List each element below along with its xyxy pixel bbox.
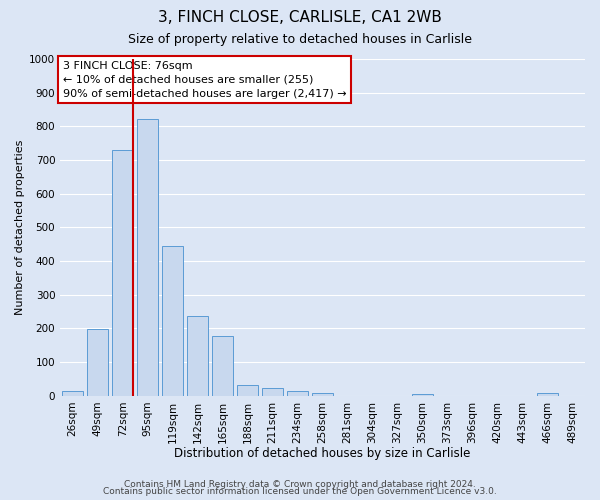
Text: Contains public sector information licensed under the Open Government Licence v3: Contains public sector information licen… <box>103 487 497 496</box>
Text: Contains HM Land Registry data © Crown copyright and database right 2024.: Contains HM Land Registry data © Crown c… <box>124 480 476 489</box>
Bar <box>87 330 108 396</box>
Bar <box>112 150 133 396</box>
Text: 3, FINCH CLOSE, CARLISLE, CA1 2WB: 3, FINCH CLOSE, CARLISLE, CA1 2WB <box>158 10 442 25</box>
Bar <box>137 119 158 396</box>
Bar <box>412 394 433 396</box>
Bar <box>537 393 558 396</box>
Bar <box>287 391 308 396</box>
Text: 3 FINCH CLOSE: 76sqm
← 10% of detached houses are smaller (255)
90% of semi-deta: 3 FINCH CLOSE: 76sqm ← 10% of detached h… <box>63 60 346 98</box>
Bar <box>62 392 83 396</box>
Bar <box>312 393 333 396</box>
X-axis label: Distribution of detached houses by size in Carlisle: Distribution of detached houses by size … <box>175 447 471 460</box>
Bar <box>212 336 233 396</box>
Bar <box>162 246 183 396</box>
Bar <box>237 385 258 396</box>
Bar <box>262 388 283 396</box>
Y-axis label: Number of detached properties: Number of detached properties <box>15 140 25 315</box>
Text: Size of property relative to detached houses in Carlisle: Size of property relative to detached ho… <box>128 32 472 46</box>
Bar <box>187 316 208 396</box>
